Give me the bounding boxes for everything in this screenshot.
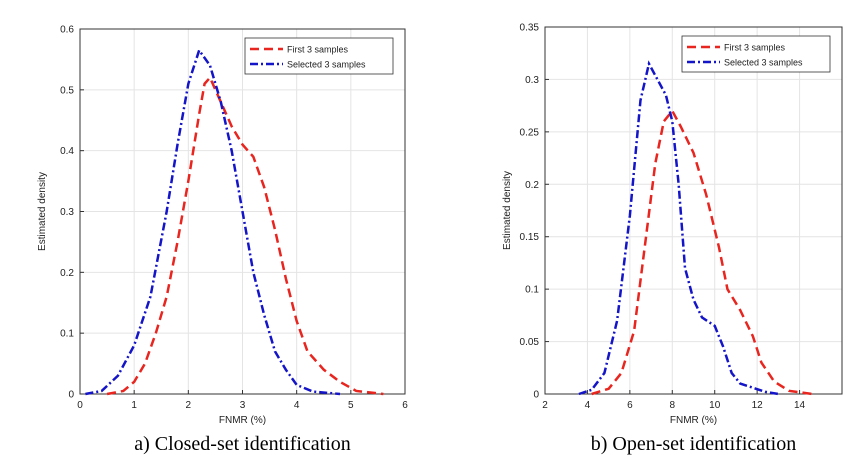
x-tick-label: 4 [294,400,300,411]
x-tick-label: 6 [402,400,408,411]
x-axis-label: FNMR (%) [219,415,266,426]
y-axis-label: Estimated density [37,172,48,251]
y-tick-label: 0 [533,390,539,401]
y-tick-label: 0.3 [60,207,74,218]
y-tick-label: 0.4 [60,146,74,157]
y-tick-label: 0.3 [525,75,539,86]
series-line [106,75,384,396]
y-tick-label: 0.1 [60,329,74,340]
x-tick-label: 1 [131,400,137,411]
axes-frame [544,26,843,395]
x-tick-label: 0 [77,400,83,411]
legend-label: First 3 samples [287,45,349,55]
series-line [85,47,341,396]
caption: b) Open-set identification [591,433,797,455]
legend-box [681,35,831,73]
legend-label: Selected 3 samples [724,58,803,68]
x-tick-label: 14 [794,400,806,411]
x-tick-label: 3 [240,400,246,411]
x-tick-label: 4 [585,400,591,411]
axes-frame [79,28,406,395]
series-line [591,108,813,396]
legend-box [244,37,394,75]
x-tick-label: 8 [670,400,676,411]
y-tick-label: 0.6 [60,25,74,36]
x-tick-label: 12 [752,400,764,411]
series-line [578,60,779,396]
y-axis-label: Estimated density [502,171,513,250]
y-tick-label: 0.1 [525,285,539,296]
caption: a) Closed-set identification [134,433,351,455]
x-tick-label: 10 [709,400,721,411]
y-tick-label: 0.05 [520,337,540,348]
plot-area [545,27,842,394]
y-tick-label: 0.2 [60,268,74,279]
x-axis-label: FNMR (%) [670,415,717,426]
y-tick-label: 0.25 [520,127,540,138]
y-tick-label: 0.2 [525,180,539,191]
x-tick-label: 6 [627,400,633,411]
y-tick-label: 0.35 [520,23,540,34]
legend-label: First 3 samples [724,43,786,53]
x-tick-label: 5 [348,400,354,411]
y-tick-label: 0 [68,390,74,401]
x-tick-label: 2 [542,400,548,411]
x-tick-label: 2 [186,400,192,411]
y-tick-label: 0.5 [60,85,74,96]
legend-label: Selected 3 samples [287,60,366,70]
y-tick-label: 0.15 [520,232,540,243]
